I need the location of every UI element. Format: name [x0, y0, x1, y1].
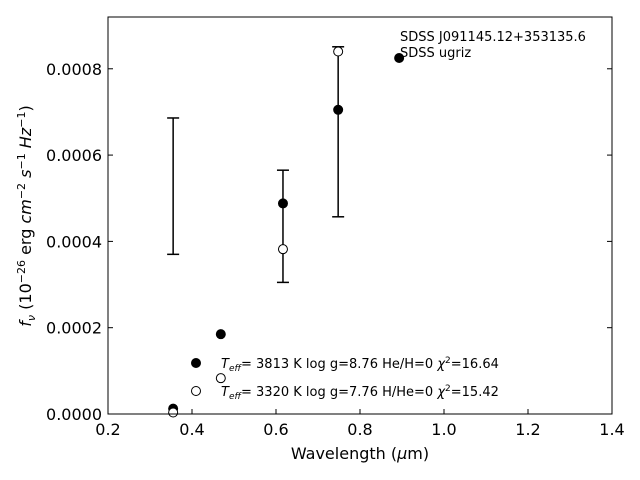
- annotation-object-name: SDSS J091145.12+353135.6: [400, 30, 586, 45]
- model-point-filled: [215, 329, 226, 340]
- x-tick-label: 1.0: [431, 420, 456, 439]
- y-tick-label: 0.0002: [46, 319, 102, 338]
- x-tick-label: 0.2: [95, 420, 120, 439]
- model-point-open: [333, 46, 344, 57]
- legend-1-chi: =16.64: [451, 357, 499, 372]
- x-axis-label: Wavelength (μm): [291, 444, 429, 463]
- legend-1-params: K log g=8.76 He/H=0: [293, 357, 433, 372]
- model-point-open: [277, 244, 288, 255]
- axes-layer: 0.2 0.4 0.6 0.8 1.0 1.2 1.4 0.0000 0.0002 0.0004 0…: [46, 60, 625, 439]
- y-tick-label: 0.0000: [46, 405, 102, 424]
- legend-marker-open: [191, 386, 201, 396]
- legend-2-params: K log g=7.76 H/He=0: [293, 385, 433, 400]
- plot-layer: [167, 46, 405, 418]
- y-tick-label: 0.0006: [46, 146, 102, 165]
- model-point-filled: [333, 104, 344, 115]
- y-axis-label: fν (10−26 erg cm−2 s−1 Hz−1): [15, 105, 38, 326]
- legend-marker-filled: [191, 358, 201, 368]
- legend-2-temp: 3320: [256, 385, 289, 400]
- legend-entry-1: Teff= 3813 K log g=8.76 He/H=0 χ2=16.64: [221, 356, 499, 374]
- model-point-filled: [394, 52, 405, 63]
- x-tick-label: 0.8: [347, 420, 372, 439]
- annotation-photometry: SDSS ugriz: [400, 46, 471, 61]
- model-point-open: [168, 407, 179, 418]
- x-tick-label: 0.6: [263, 420, 288, 439]
- x-tick-label: 0.4: [179, 420, 204, 439]
- legend-entry-2: Teff= 3320 K log g=7.76 H/He=0 χ2=15.42: [221, 384, 499, 402]
- legend-1-temp: 3813: [256, 357, 289, 372]
- x-tick-label: 1.4: [599, 420, 624, 439]
- y-tick-label: 0.0008: [46, 60, 102, 79]
- model-point-filled: [277, 198, 288, 209]
- legend: Teff= 3813 K log g=8.76 He/H=0 χ2=16.64 …: [191, 356, 499, 402]
- x-tick-label: 1.2: [515, 420, 540, 439]
- legend-2-chi: =15.42: [451, 385, 499, 400]
- y-tick-label: 0.0004: [46, 232, 102, 251]
- model-point-open: [215, 373, 226, 384]
